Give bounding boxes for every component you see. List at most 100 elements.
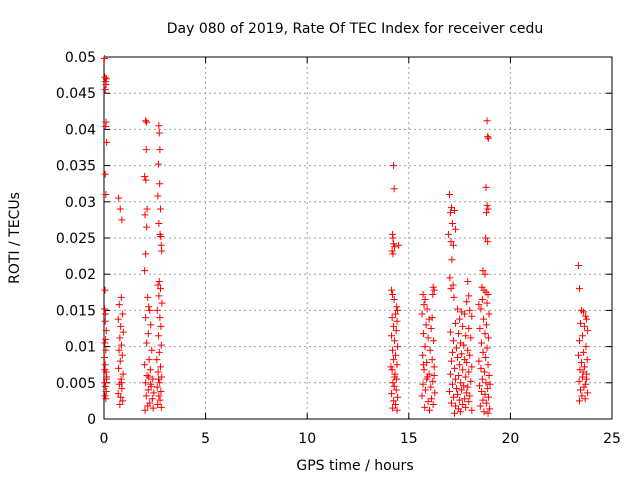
- data-point: [448, 380, 456, 388]
- data-point: [117, 322, 125, 330]
- data-point: [117, 293, 125, 301]
- data-point: [101, 382, 109, 390]
- data-point: [157, 322, 165, 330]
- data-point: [421, 296, 429, 304]
- data-point: [484, 238, 492, 246]
- data-point: [388, 314, 396, 322]
- data-point: [481, 390, 489, 398]
- data-point: [158, 247, 166, 255]
- data-point: [101, 310, 109, 318]
- data-point: [141, 211, 149, 219]
- data-point: [465, 398, 473, 406]
- data-point: [459, 401, 467, 409]
- data-point: [462, 403, 470, 411]
- data-point: [465, 292, 473, 300]
- data-point: [578, 359, 586, 367]
- data-point: [390, 296, 398, 304]
- data-point: [464, 277, 472, 285]
- data-point: [445, 191, 453, 199]
- data-point: [145, 303, 153, 311]
- data-point: [461, 395, 469, 403]
- data-point: [463, 298, 471, 306]
- data-point: [154, 160, 162, 168]
- y-tick-label: 0: [87, 412, 96, 428]
- data-point: [477, 305, 485, 313]
- data-point: [468, 406, 476, 414]
- y-tick-label: 0.005: [56, 376, 96, 392]
- data-point: [101, 86, 109, 94]
- data-point: [421, 343, 429, 351]
- data-point: [155, 392, 163, 400]
- data-point: [388, 390, 396, 398]
- data-point: [459, 366, 467, 374]
- data-point: [146, 366, 154, 374]
- data-point: [581, 395, 589, 403]
- data-point: [423, 305, 431, 313]
- data-point: [419, 290, 427, 298]
- data-point: [423, 375, 431, 383]
- data-point: [427, 383, 435, 391]
- data-point: [102, 327, 110, 335]
- data-point: [154, 192, 162, 200]
- data-point: [479, 267, 487, 275]
- data-point: [486, 405, 494, 413]
- data-point: [447, 204, 455, 212]
- data-point: [483, 201, 491, 209]
- data-point: [101, 379, 109, 387]
- data-point: [156, 205, 164, 213]
- data-point: [154, 281, 162, 289]
- data-point: [155, 292, 163, 300]
- data-point: [450, 393, 458, 401]
- data-point: [115, 364, 123, 372]
- y-tick-label: 0.02: [65, 267, 96, 283]
- data-point: [579, 332, 587, 340]
- data-point: [580, 383, 588, 391]
- data-point: [157, 341, 165, 349]
- data-point: [389, 346, 397, 354]
- data-point: [155, 220, 163, 228]
- data-point: [393, 317, 401, 325]
- data-point: [150, 389, 158, 397]
- data-point: [387, 363, 395, 371]
- data-point: [388, 286, 396, 294]
- data-point: [430, 363, 438, 371]
- x-axis-label: GPS time / hours: [296, 458, 413, 474]
- data-point: [446, 370, 454, 378]
- data-point: [486, 380, 494, 388]
- x-tick-label: 15: [400, 431, 418, 447]
- data-point: [430, 372, 438, 380]
- data-point: [119, 397, 127, 405]
- data-point: [484, 134, 492, 142]
- data-point: [153, 356, 161, 364]
- data-point: [116, 357, 124, 365]
- data-point: [114, 390, 122, 398]
- data-point: [467, 377, 475, 385]
- data-point: [388, 247, 396, 255]
- x-tick-label: 20: [501, 431, 519, 447]
- data-point: [460, 382, 468, 390]
- y-tick-label: 0.04: [65, 122, 96, 138]
- data-point: [389, 250, 397, 258]
- y-tick-label: 0.045: [56, 86, 96, 102]
- data-point: [479, 348, 487, 356]
- data-point: [484, 393, 492, 401]
- data-point: [446, 328, 454, 336]
- data-point: [147, 380, 155, 388]
- x-tick-label: 25: [603, 431, 621, 447]
- x-tick-label: 0: [100, 431, 109, 447]
- data-point: [143, 205, 151, 213]
- data-point: [156, 363, 164, 371]
- data-point: [484, 334, 492, 342]
- y-tick-label: 0.025: [56, 231, 96, 247]
- data-point: [394, 343, 402, 351]
- data-point: [580, 308, 588, 316]
- data-point: [427, 325, 435, 332]
- data-point: [575, 397, 583, 405]
- data-point: [115, 346, 123, 354]
- data-point: [584, 327, 592, 335]
- data-point: [390, 382, 398, 390]
- data-point: [392, 351, 400, 359]
- data-point: [116, 205, 124, 213]
- data-point: [421, 403, 429, 411]
- data-point: [455, 330, 463, 338]
